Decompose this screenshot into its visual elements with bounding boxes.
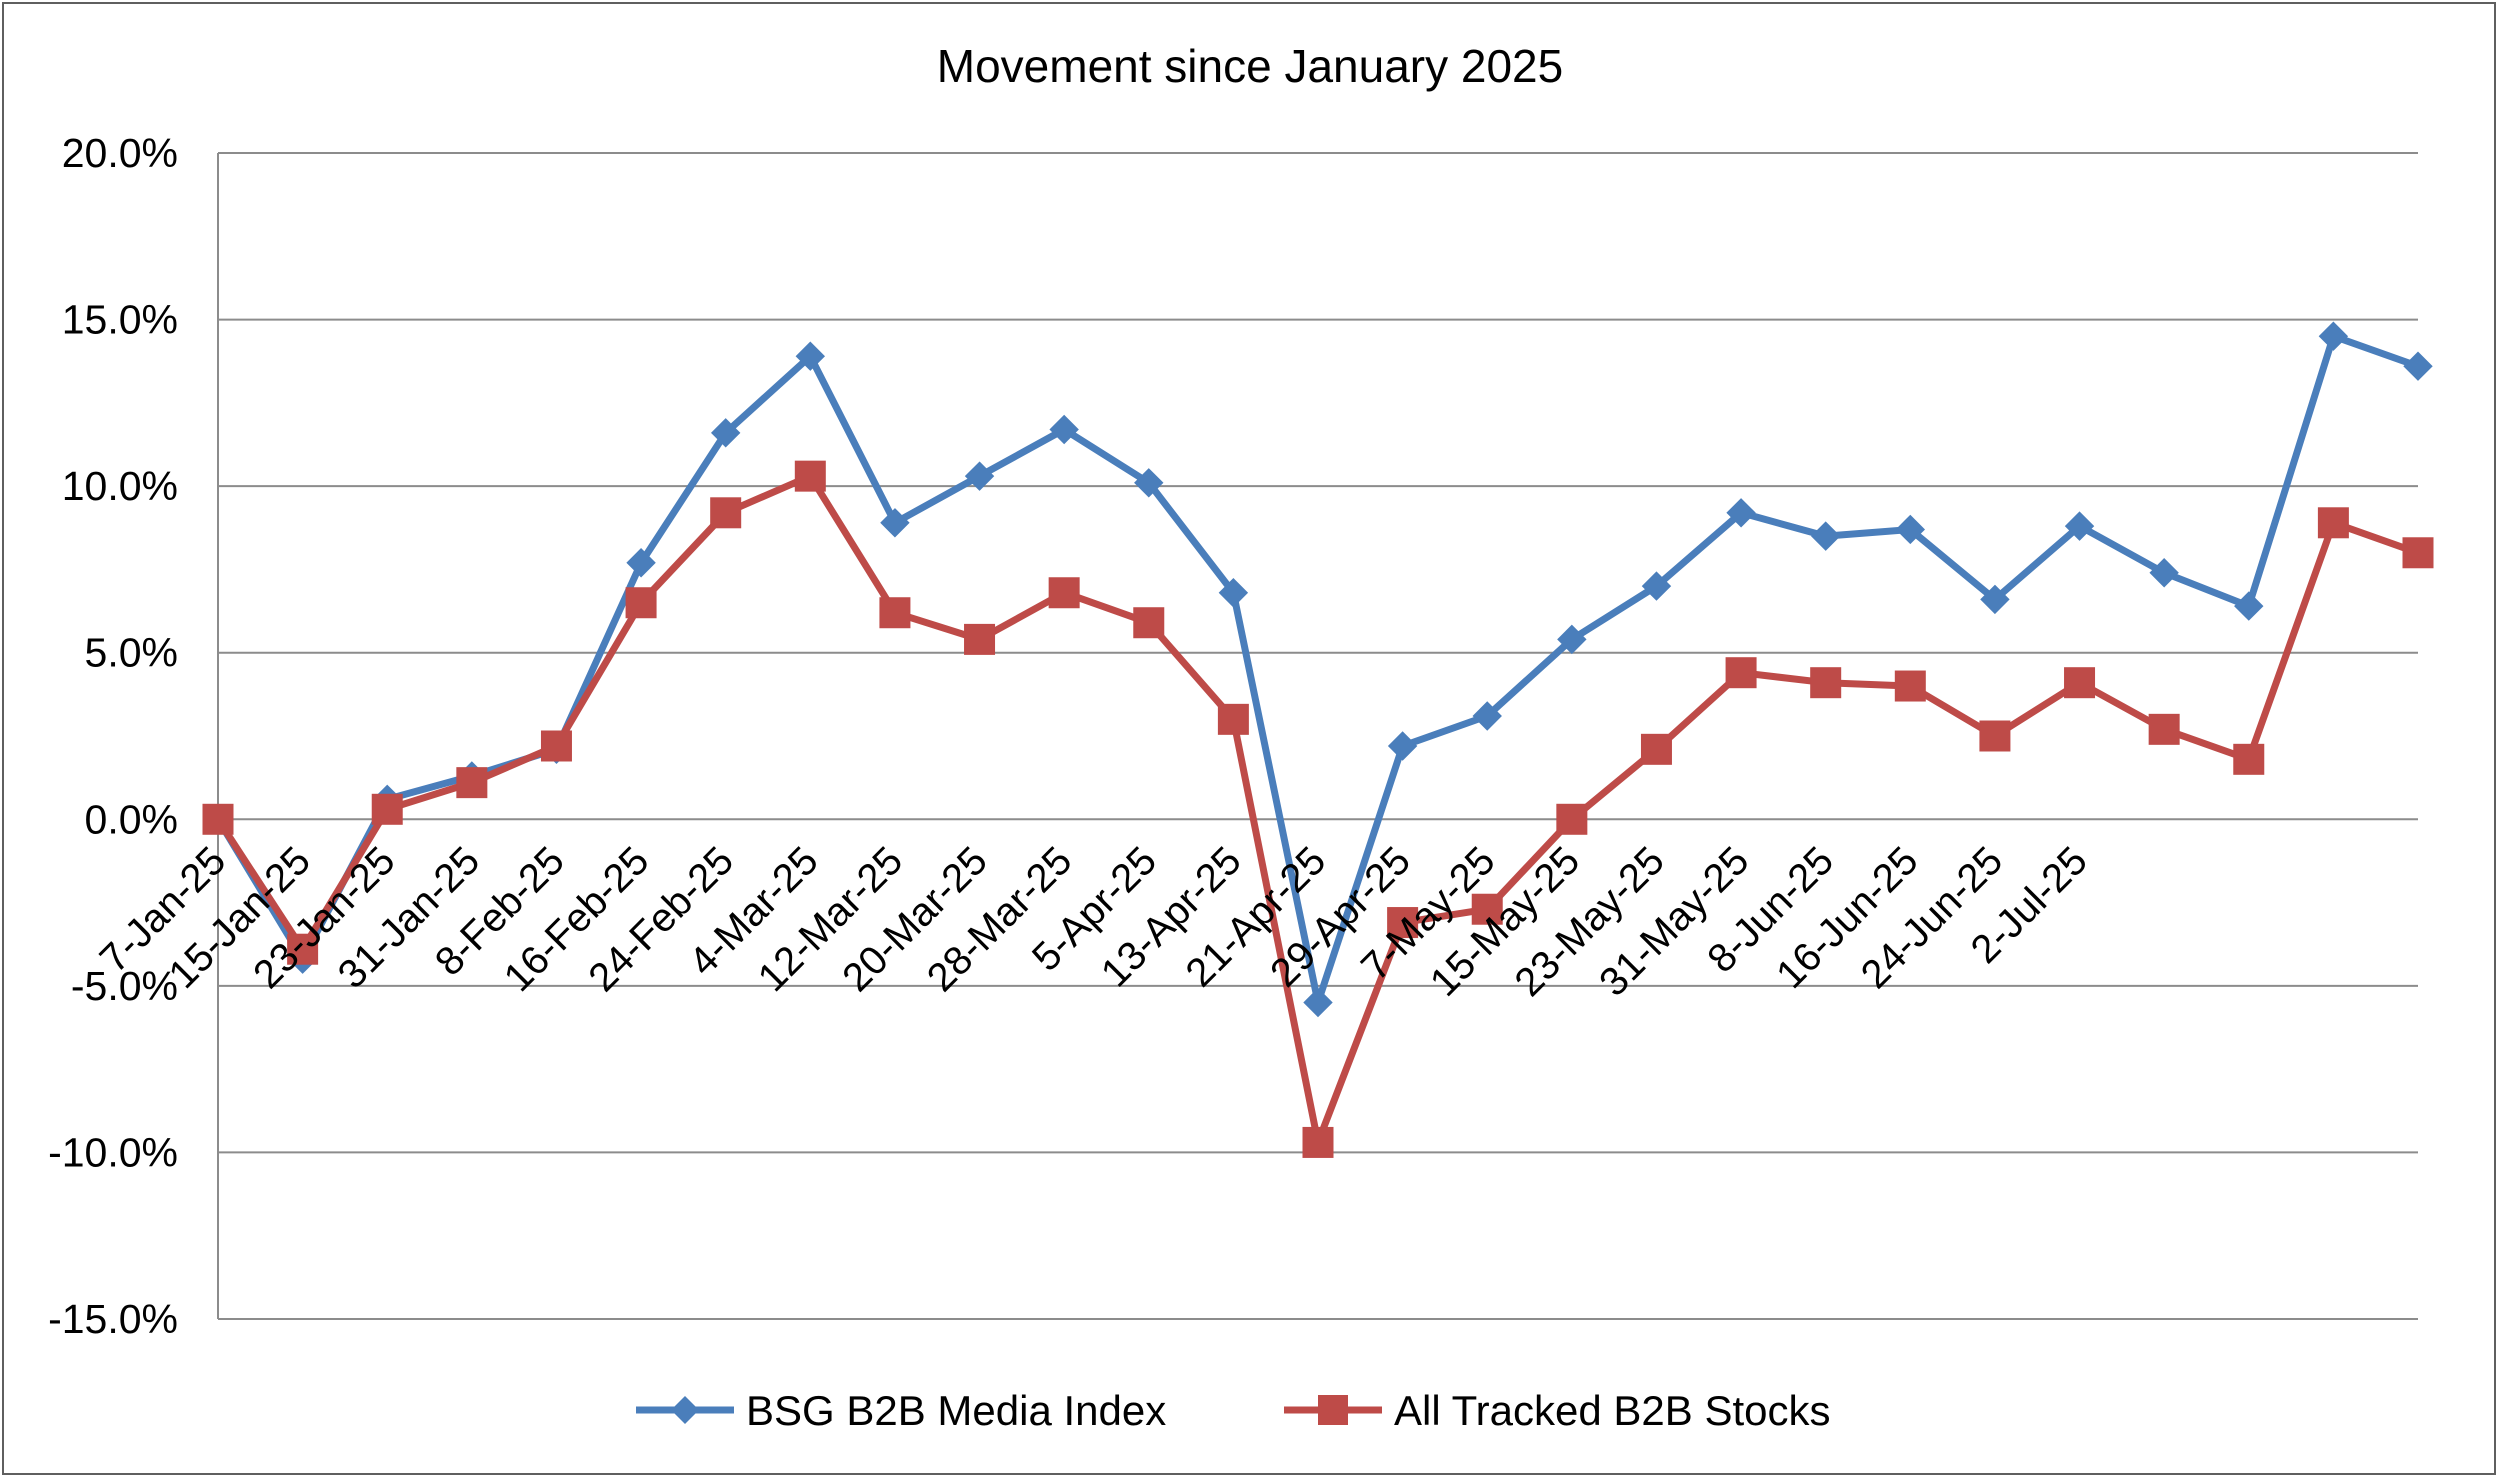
- data-point-diamond: [1049, 414, 1079, 445]
- y-tick-label: 15.0%: [62, 297, 178, 343]
- data-point-square: [794, 460, 826, 492]
- legend-label-all-tracked: All Tracked B2B Stocks: [1394, 1387, 1831, 1434]
- y-axis-ticks: 20.0% 15.0% 10.0% 5.0% 0.0% -5.0% -10.0% -15.0%: [48, 130, 178, 1342]
- data-point-diamond: [1895, 514, 1926, 545]
- y-tick-label: 20.0%: [62, 130, 178, 176]
- data-point-diamond: [2149, 558, 2179, 588]
- data-point-square: [1133, 607, 1165, 639]
- data-point-diamond: [1387, 731, 1418, 761]
- data-point-square: [1387, 907, 1419, 939]
- data-point-diamond: [2234, 591, 2264, 621]
- x-axis-ticks: 7-Jan-2515-Jan-2523-Jan-2531-Jan-258-Feb…: [92, 839, 2096, 1005]
- data-point-square: [2064, 667, 2096, 699]
- data-point-diamond: [710, 418, 741, 448]
- data-point-square: [1556, 803, 1588, 835]
- data-point-square: [287, 933, 319, 965]
- data-point-diamond: [1641, 571, 1672, 601]
- data-point-square: [1302, 1126, 1334, 1158]
- data-point-square: [2233, 743, 2265, 775]
- y-tick-label: -15.0%: [48, 1296, 178, 1342]
- data-point-diamond: [2403, 351, 2433, 381]
- data-point-square: [879, 597, 911, 629]
- data-point-diamond: [1810, 521, 1841, 551]
- data-point-square: [964, 623, 996, 655]
- data-point-square: [1894, 670, 1926, 702]
- series-layer: [202, 321, 2434, 1158]
- data-point-diamond: [1472, 701, 1502, 731]
- y-tick-label: -5.0%: [71, 963, 178, 1009]
- y-tick-label: 10.0%: [62, 463, 178, 509]
- data-point-square: [371, 793, 403, 825]
- data-point-square: [1810, 667, 1842, 699]
- data-point-square: [625, 587, 657, 619]
- data-point-square: [540, 730, 572, 762]
- data-point-square: [1217, 703, 1249, 735]
- y-tick-label: 0.0%: [85, 796, 178, 842]
- legend-marker-bsg-diamond: [671, 1396, 699, 1424]
- chart-title: Movement since January 2025: [937, 40, 1563, 92]
- data-point-square: [1979, 720, 2011, 752]
- legend-label-bsg: BSG B2B Media Index: [746, 1387, 1166, 1434]
- data-point-square: [710, 497, 742, 529]
- data-point-diamond: [1980, 584, 2010, 615]
- data-point-diamond: [626, 548, 656, 578]
- data-point-square: [1725, 657, 1757, 689]
- legend-marker-all-tracked-square: [1318, 1395, 1348, 1425]
- data-point-diamond: [2318, 321, 2349, 351]
- legend: BSG B2B Media Index All Tracked B2B Stoc…: [636, 1387, 1831, 1434]
- series-line-all-tracked: [215, 472, 2420, 1146]
- data-point-diamond: [964, 461, 995, 491]
- data-point-square: [1640, 733, 1672, 765]
- data-point-diamond: [2064, 511, 2095, 541]
- y-tick-label: 5.0%: [85, 630, 178, 676]
- data-point-square: [202, 803, 234, 835]
- data-point-square: [2317, 507, 2349, 539]
- data-point-diamond: [1303, 987, 1333, 1018]
- data-point-square: [456, 767, 488, 799]
- data-point-diamond: [1218, 578, 1249, 608]
- data-point-square: [1471, 893, 1503, 925]
- data-point-diamond: [1557, 624, 1587, 655]
- data-point-square: [1048, 577, 1080, 609]
- data-point-diamond: [795, 341, 826, 371]
- data-point-diamond: [1134, 468, 1164, 498]
- data-point-square: [2148, 713, 2180, 745]
- y-tick-label: -10.0%: [48, 1129, 178, 1175]
- data-point-diamond: [1726, 498, 1756, 528]
- data-point-square: [2402, 537, 2434, 569]
- data-point-diamond: [880, 508, 910, 538]
